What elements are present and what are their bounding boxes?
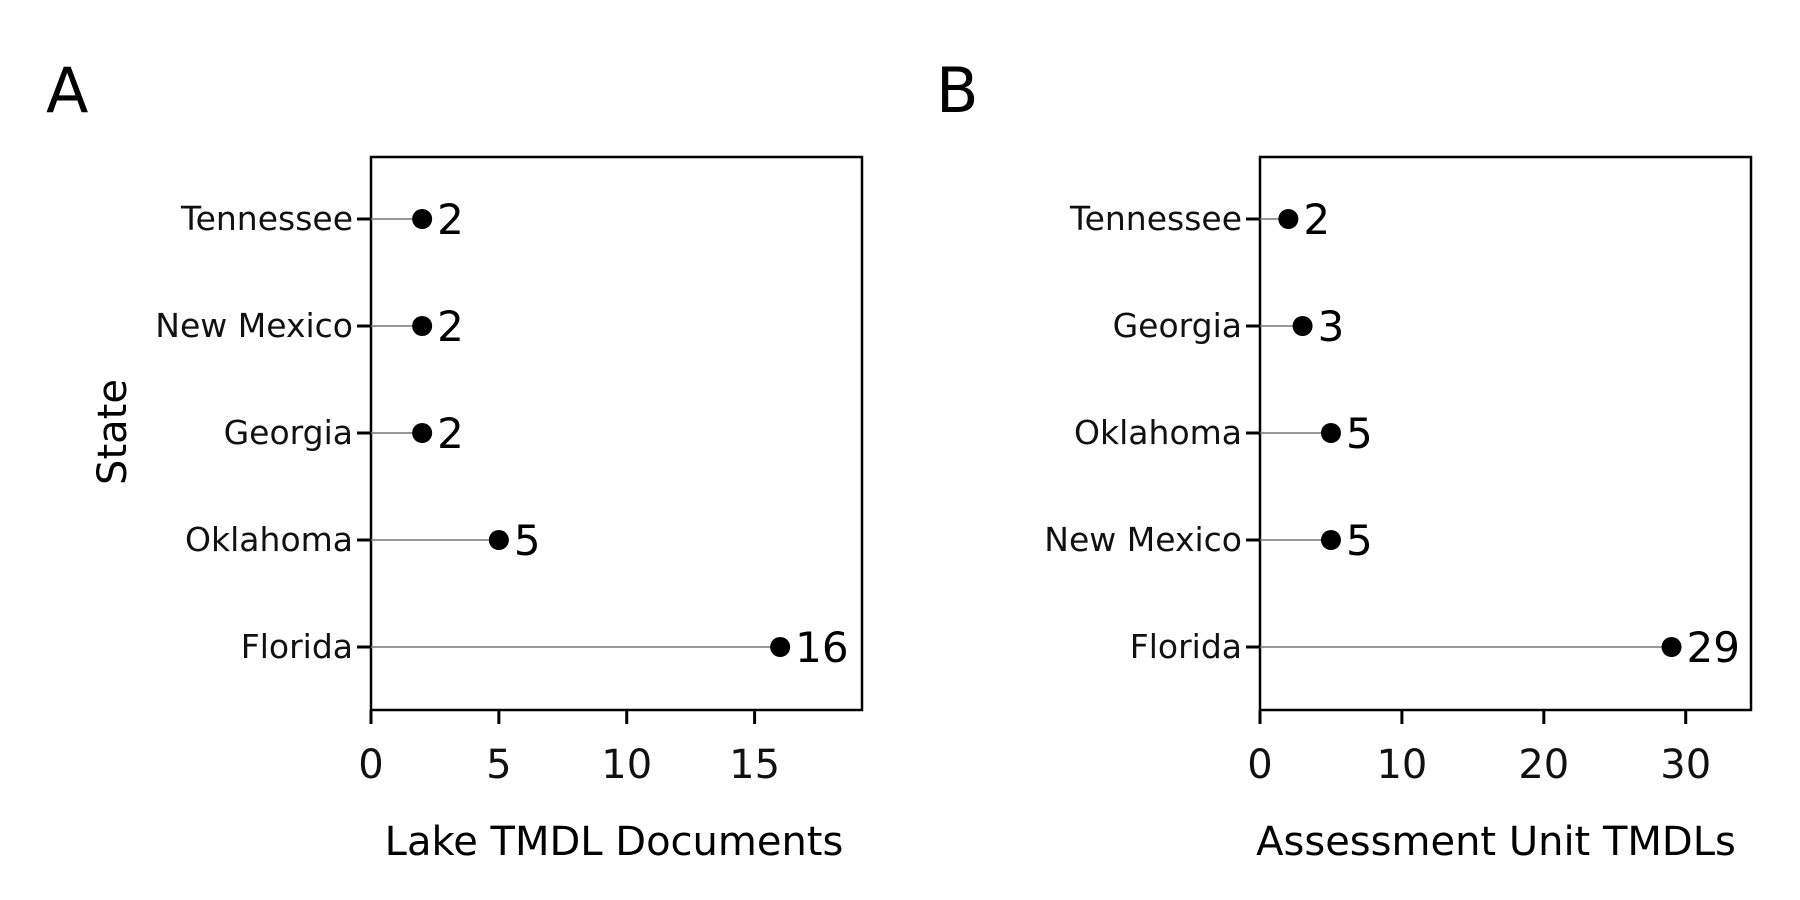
panel-a-value-label: 5 [514, 516, 541, 565]
panel-a-category-label: Georgia [224, 413, 353, 452]
panel-b-category-label: Florida [1130, 627, 1242, 666]
panel-a-point [770, 637, 791, 657]
panel-a-point [412, 316, 433, 336]
panel-a-value-label: 16 [795, 623, 848, 672]
panel-a-x-tick-label: 10 [601, 742, 652, 788]
panel-a-category-label: Florida [241, 627, 353, 666]
panel-a-value-label: 2 [437, 195, 464, 244]
panel-b-value-label: 5 [1346, 516, 1373, 565]
panel-b-marks: 0 10 20 30 Tennessee 2 Georgia 3 Oklahoma 5 New Me… [1044, 155, 1753, 788]
panel-a-point [488, 530, 509, 550]
panel-b-x-tick-label: 30 [1660, 742, 1711, 788]
panel-a-category-label: New Mexico [155, 306, 353, 345]
panel-b-x-axis-title: Assessment Unit TMDLs [1256, 819, 1736, 865]
panel-b: B Assessment Unit TMDLs 0 10 20 30 Tennessee… [936, 54, 1753, 865]
panel-b-x-tick-label: 20 [1518, 742, 1569, 788]
panel-a-point [412, 423, 433, 443]
panel-a-x-tick-label: 15 [729, 742, 780, 788]
panel-b-category-label: New Mexico [1044, 520, 1242, 559]
panel-a-category-label: Oklahoma [185, 520, 353, 559]
panel-a-point [412, 209, 433, 229]
panel-b-x-tick-label: 0 [1247, 742, 1272, 788]
panel-b-x-tick-label: 10 [1376, 742, 1427, 788]
panel-b-point [1320, 423, 1341, 443]
panel-b-value-label: 5 [1346, 409, 1373, 458]
panel-b-point [1320, 530, 1341, 550]
panel-b-value-label: 2 [1303, 195, 1330, 244]
panel-a-y-axis-title: State [90, 379, 136, 485]
panel-a-category-label: Tennessee [180, 199, 353, 238]
panel-a-marks: 0 5 10 15 Tennessee 2 New Mexico 2 Georgia 2 Oklah… [155, 155, 864, 788]
panel-b-point [1661, 637, 1682, 657]
panel-a-x-axis-title: Lake TMDL Documents [385, 819, 844, 865]
panel-a-value-label: 2 [437, 409, 464, 458]
panel-b-category-label: Oklahoma [1074, 413, 1242, 452]
panel-a-value-label: 2 [437, 302, 464, 351]
panel-b-letter: B [936, 54, 979, 127]
panel-a: A State Lake TMDL Documents 0 5 10 15 Tennes… [46, 54, 864, 865]
panel-b-point [1278, 209, 1299, 229]
panel-b-value-label: 3 [1318, 302, 1345, 351]
panel-b-point [1292, 316, 1313, 336]
panel-a-x-tick-label: 5 [486, 742, 511, 788]
panel-a-x-tick-label: 0 [358, 742, 383, 788]
panel-b-value-label: 29 [1687, 623, 1740, 672]
panel-a-letter: A [46, 54, 88, 127]
panel-b-category-label: Tennessee [1069, 199, 1242, 238]
panel-b-category-label: Georgia [1113, 306, 1242, 345]
